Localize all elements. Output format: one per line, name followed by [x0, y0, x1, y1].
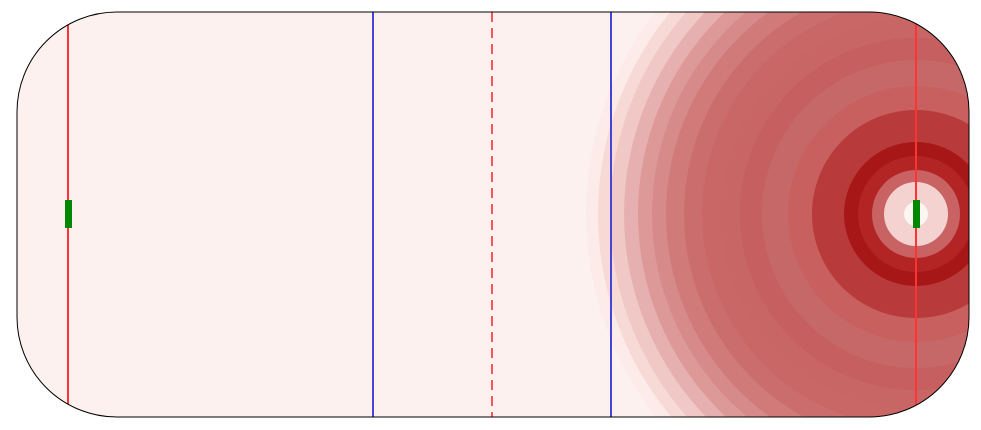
goal-right [913, 200, 920, 228]
rink-boards [16, 11, 970, 418]
shot-heatmap [586, 12, 969, 417]
goal-left [65, 200, 72, 228]
